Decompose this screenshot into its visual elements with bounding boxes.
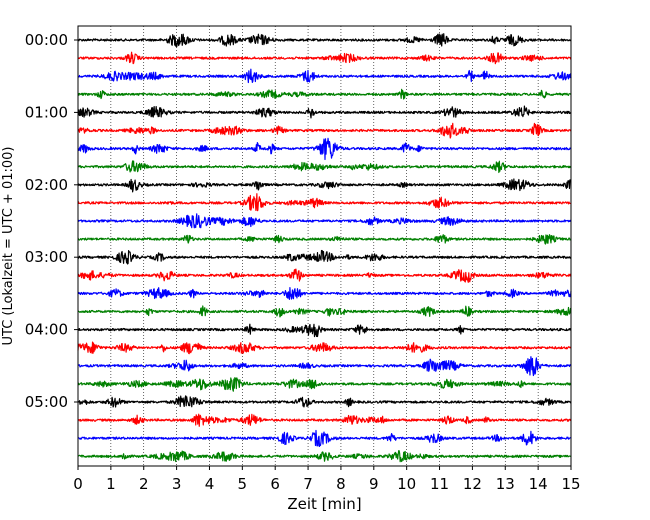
vertical-gridlines bbox=[110, 26, 539, 466]
trace-0300 bbox=[77, 249, 572, 265]
y-axis-label: UTC (Lokalzeit = UTC + 01:00) bbox=[1, 147, 16, 346]
x-axis-label: Zeit [min] bbox=[287, 495, 361, 513]
x-tick-label-9: 9 bbox=[369, 475, 379, 493]
trace-0215 bbox=[77, 193, 572, 212]
trace-0100 bbox=[77, 105, 572, 119]
y-tick-label-4: 04:00 bbox=[25, 321, 68, 339]
y-axis-ticks: 00:00 01:00 02:00 03:00 04:00 05:00 bbox=[25, 31, 78, 411]
trace-0015 bbox=[77, 51, 572, 65]
x-tick-label-10: 10 bbox=[397, 475, 416, 493]
plot-frame bbox=[77, 25, 572, 467]
seismogram-traces bbox=[77, 33, 572, 463]
x-tick-label-8: 8 bbox=[336, 475, 346, 493]
y-tick-label-2: 02:00 bbox=[25, 176, 68, 194]
trace-0045 bbox=[77, 88, 572, 100]
trace-0000 bbox=[77, 33, 572, 48]
y-tick-label-1: 01:00 bbox=[25, 103, 68, 121]
trace-0145 bbox=[77, 160, 572, 174]
trace-0500 bbox=[77, 395, 572, 408]
x-tick-label-7: 7 bbox=[303, 475, 313, 493]
trace-0330 bbox=[77, 287, 572, 300]
y-tick-label-5: 05:00 bbox=[25, 393, 68, 411]
trace-0430 bbox=[77, 356, 572, 377]
trace-0515 bbox=[77, 413, 572, 427]
x-tick-label-13: 13 bbox=[496, 475, 515, 493]
trace-0345 bbox=[77, 305, 572, 318]
trace-0030 bbox=[77, 68, 572, 84]
trace-0315 bbox=[77, 268, 572, 283]
x-tick-label-3: 3 bbox=[172, 475, 182, 493]
x-tick-label-5: 5 bbox=[238, 475, 248, 493]
y-tick-label-0: 00:00 bbox=[25, 31, 68, 49]
trace-0130 bbox=[77, 137, 572, 161]
trace-0115 bbox=[77, 122, 572, 139]
trace-0545 bbox=[77, 450, 572, 463]
x-tick-label-14: 14 bbox=[529, 475, 548, 493]
trace-0200 bbox=[77, 178, 572, 193]
x-tick-label-1: 1 bbox=[106, 475, 116, 493]
x-tick-label-12: 12 bbox=[463, 475, 482, 493]
x-tick-label-4: 4 bbox=[205, 475, 215, 493]
trace-0530 bbox=[77, 429, 572, 448]
trace-0445 bbox=[77, 377, 572, 392]
y-tick-label-3: 03:00 bbox=[25, 248, 68, 266]
x-tick-label-15: 15 bbox=[561, 475, 580, 493]
trace-0245 bbox=[77, 234, 572, 245]
trace-0415 bbox=[77, 341, 572, 355]
x-tick-label-6: 6 bbox=[270, 475, 280, 493]
x-axis-ticks: 0 1 2 3 4 5 6 7 8 9 10 11 12 13 14 15 bbox=[73, 466, 581, 493]
x-tick-label-0: 0 bbox=[73, 475, 83, 493]
trace-0400 bbox=[77, 323, 572, 338]
trace-0230 bbox=[77, 213, 572, 229]
plot-area bbox=[78, 26, 571, 466]
x-tick-label-2: 2 bbox=[139, 475, 149, 493]
x-tick-label-11: 11 bbox=[430, 475, 449, 493]
